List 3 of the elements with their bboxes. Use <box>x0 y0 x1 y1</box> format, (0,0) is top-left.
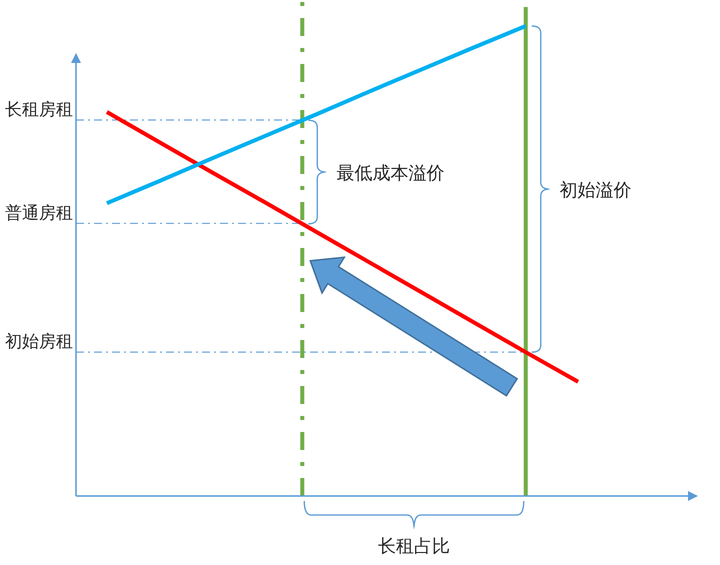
annotation: 最低成本溢价 <box>336 163 444 184</box>
annotation: 初始溢价 <box>560 180 632 202</box>
annotation: 长租占比 <box>378 536 450 557</box>
